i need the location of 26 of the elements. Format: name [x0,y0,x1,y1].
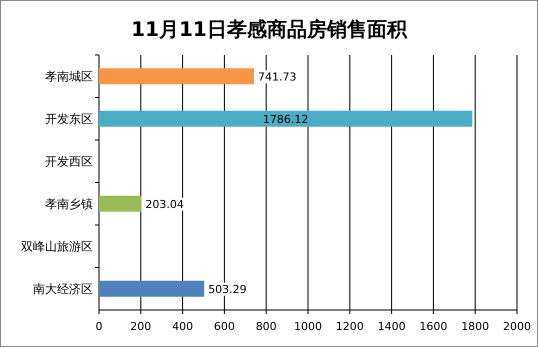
x-tick-label: 1200 [336,320,364,333]
bar [99,196,142,212]
x-tick-label: 200 [130,320,152,333]
y-tick-label: 孝南城区 [45,69,93,84]
x-tick-label: 1600 [419,320,448,333]
bar [99,68,254,84]
x-tick-label: 800 [256,320,277,333]
y-tick-label: 开发西区 [45,154,93,168]
bar [99,280,204,297]
x-tick-label: 0 [96,320,102,333]
x-tick-label: 600 [214,320,235,333]
data-label: 203.04 [145,198,184,211]
y-tick-label: 南大经济区 [33,282,93,296]
y-tick-label: 开发东区 [45,112,93,126]
chart-title: 11月11日孝感商品房销售面积 [131,17,408,41]
x-tick-label: 400 [172,320,194,333]
x-tick-label: 1400 [378,320,406,333]
data-label: 503.29 [208,282,247,296]
y-tick-label: 孝南乡镇 [45,196,93,211]
data-label: 1786.12 [262,112,308,126]
x-tick-label: 1800 [461,320,490,333]
data-label: 741.73 [258,70,297,84]
y-tick-label: 双峰山旅游区 [21,239,93,254]
bar [99,110,472,127]
x-tick-label: 2000 [503,320,531,333]
x-tick-label: 1000 [294,320,322,333]
